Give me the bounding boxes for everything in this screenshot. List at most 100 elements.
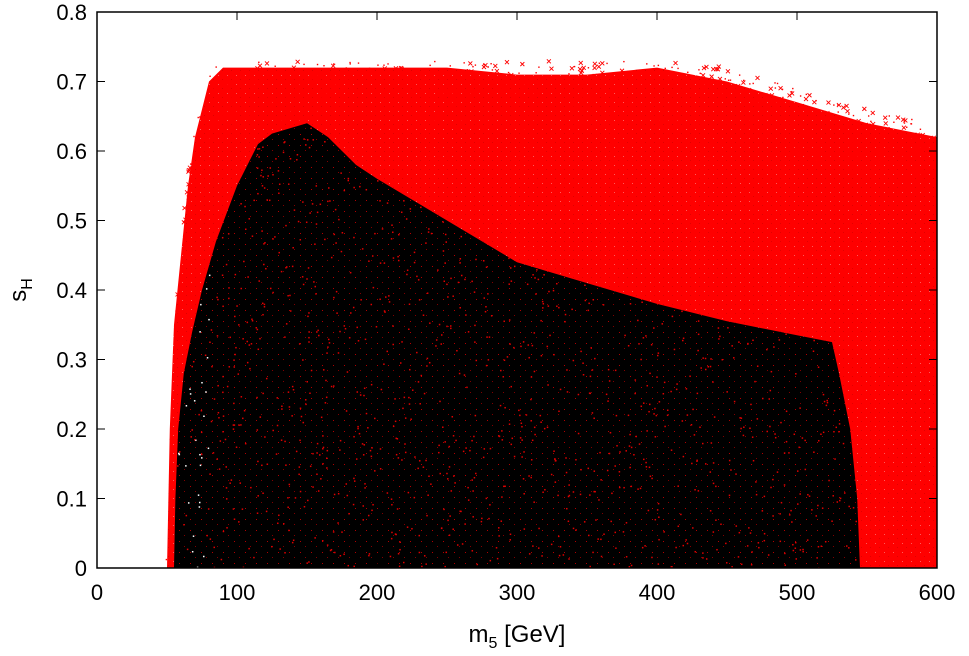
- red-point: [414, 115, 416, 118]
- red-speck: [444, 233, 447, 236]
- white-speck: [200, 303, 202, 306]
- red-point: [870, 160, 873, 163]
- red-speck: [831, 520, 833, 522]
- red-speck: [540, 421, 542, 423]
- red-speck: [379, 298, 381, 301]
- red-speck: [426, 365, 428, 367]
- red-speck: [440, 527, 443, 529]
- red-speck: [258, 148, 261, 150]
- red-point: [776, 99, 778, 101]
- red-point: [570, 92, 576, 98]
- red-point: [679, 88, 685, 94]
- red-speck: [540, 319, 542, 322]
- red-speck: [682, 339, 684, 342]
- red-speck: [815, 515, 818, 517]
- red-point: [806, 132, 812, 138]
- red-point: [303, 63, 305, 66]
- red-speck: [663, 531, 665, 533]
- red-point: [878, 159, 881, 161]
- white-speck: [201, 457, 203, 459]
- red-speck: [751, 551, 753, 553]
- red-point: [649, 87, 655, 92]
- white-speck: [208, 274, 211, 277]
- red-point: [349, 61, 351, 64]
- red-speck: [738, 531, 741, 534]
- red-speck: [298, 466, 301, 468]
- red-speck: [446, 472, 448, 475]
- red-speck: [330, 385, 333, 388]
- red-speck: [357, 340, 360, 342]
- red-point: [718, 92, 721, 95]
- red-point: [509, 118, 515, 123]
- red-speck: [804, 439, 806, 442]
- red-point: [933, 148, 935, 150]
- red-point: [729, 103, 735, 108]
- red-point: [681, 88, 683, 90]
- red-speck: [735, 525, 738, 527]
- red-point: [532, 90, 537, 96]
- red-speck: [761, 397, 764, 400]
- red-speck: [383, 363, 385, 365]
- red-point: [307, 82, 313, 88]
- red-point: [508, 72, 514, 78]
- red-point: [855, 169, 857, 171]
- red-point: [742, 115, 744, 118]
- red-point: [467, 61, 473, 66]
- red-speck: [704, 463, 707, 465]
- red-speck: [308, 336, 310, 339]
- red-speck: [691, 462, 693, 465]
- red-speck: [464, 523, 466, 525]
- red-speck: [625, 556, 628, 558]
- red-speck: [509, 267, 512, 269]
- red-speck: [725, 562, 728, 564]
- red-speck: [657, 352, 660, 354]
- red-speck: [459, 307, 461, 309]
- red-point: [283, 117, 285, 119]
- red-speck: [381, 228, 384, 230]
- red-speck: [226, 385, 229, 388]
- red-speck: [316, 452, 318, 454]
- red-point: [861, 122, 864, 124]
- white-speck: [206, 357, 209, 359]
- red-point: [311, 79, 313, 81]
- red-point: [471, 93, 473, 95]
- red-speck: [740, 417, 743, 419]
- red-speck: [757, 542, 760, 544]
- red-point: [641, 97, 643, 100]
- red-speck: [363, 387, 366, 390]
- red-point: [602, 127, 605, 130]
- red-speck: [353, 477, 355, 480]
- red-point: [472, 124, 475, 126]
- red-point: [910, 167, 916, 173]
- red-point: [465, 72, 470, 77]
- red-point: [385, 68, 391, 74]
- red-speck: [639, 487, 642, 490]
- red-speck: [320, 416, 323, 419]
- red-point: [814, 143, 816, 146]
- red-point: [476, 91, 481, 96]
- red-speck: [243, 409, 246, 412]
- red-speck: [482, 260, 485, 262]
- red-point: [925, 139, 928, 141]
- red-point: [235, 85, 237, 87]
- red-point: [803, 108, 806, 110]
- red-point: [168, 531, 170, 534]
- red-speck: [543, 274, 545, 276]
- red-point: [726, 127, 728, 129]
- red-speck: [528, 475, 530, 477]
- red-point: [331, 75, 337, 81]
- y-axis-label: sH: [5, 278, 36, 302]
- red-point: [438, 97, 441, 99]
- red-point: [917, 171, 923, 177]
- red-speck: [435, 339, 438, 341]
- red-point: [243, 120, 249, 126]
- red-point: [608, 115, 610, 117]
- red-speck: [599, 451, 601, 454]
- red-point: [346, 98, 352, 104]
- red-point: [451, 102, 457, 108]
- red-point: [661, 69, 663, 72]
- red-speck: [404, 451, 407, 454]
- red-speck: [444, 565, 446, 568]
- red-point: [504, 59, 510, 65]
- white-speck: [192, 535, 195, 537]
